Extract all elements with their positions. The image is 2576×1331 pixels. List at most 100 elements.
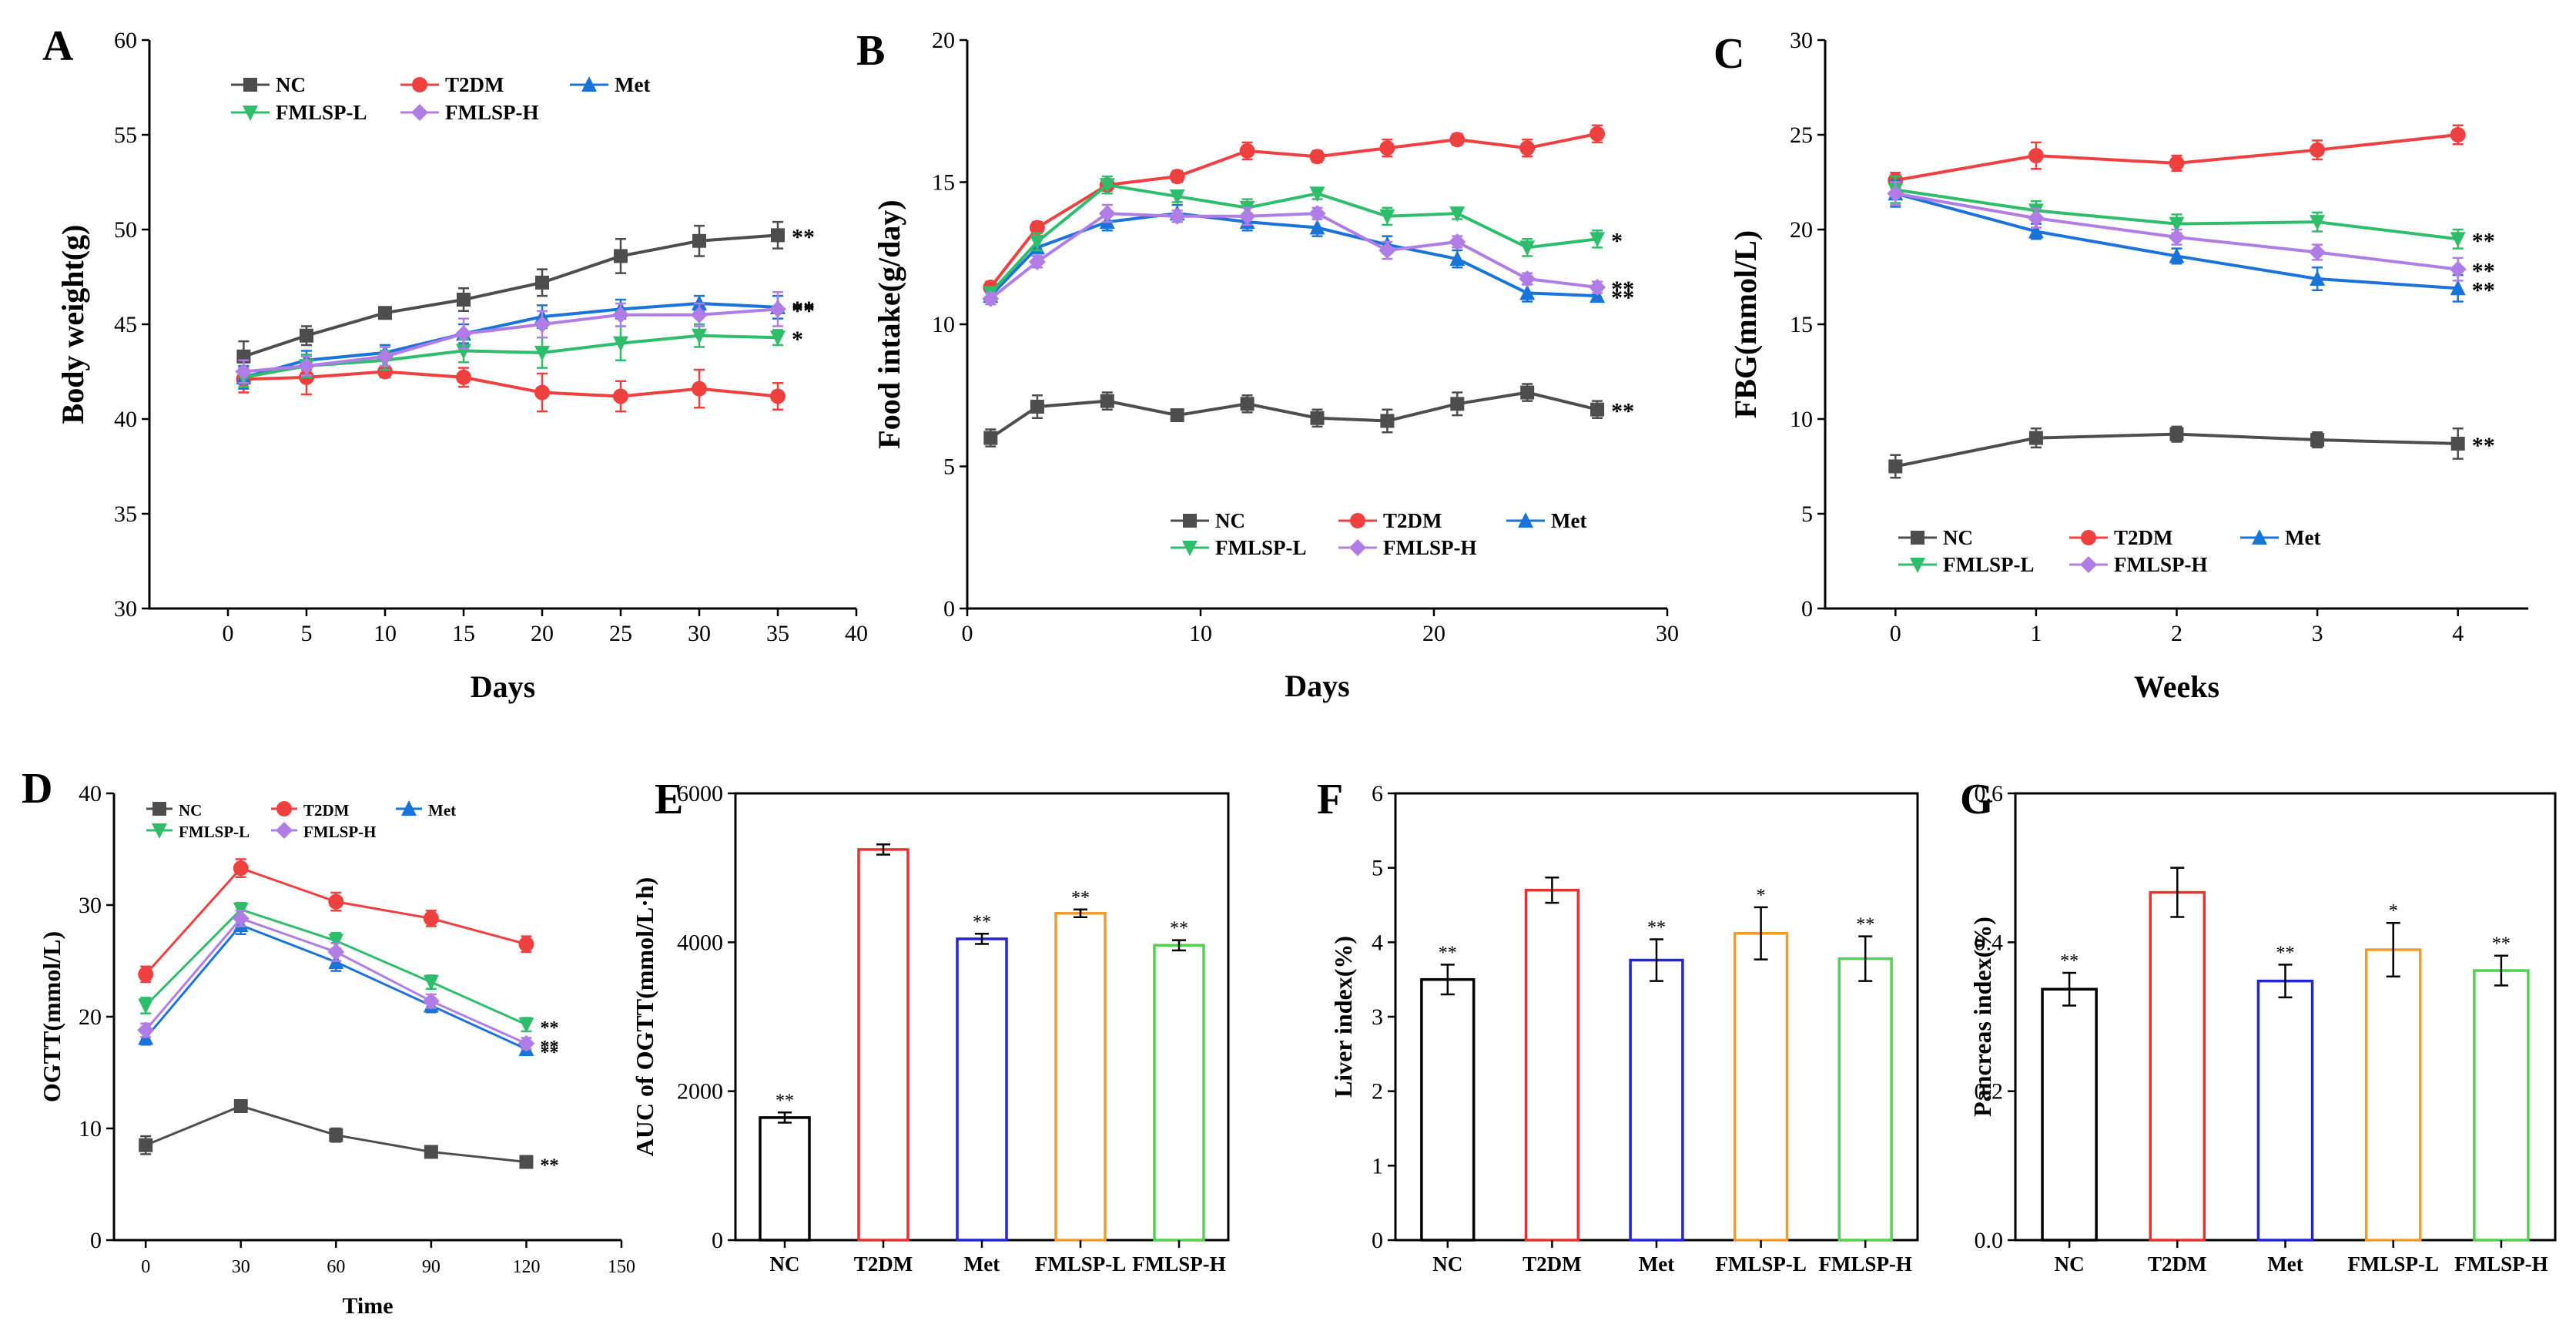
- point-t2dm: [233, 860, 249, 877]
- series-met: **: [983, 203, 1634, 310]
- point-fmlsp-l: [1589, 232, 1606, 248]
- x-tick-label: 35: [766, 621, 789, 646]
- legend-item-fmlsp-h: FMLSP-H: [271, 822, 377, 841]
- point-fmlsp-l: [1449, 206, 1466, 223]
- error-bar: [1172, 939, 1186, 952]
- point-t2dm: [1309, 149, 1325, 165]
- y-tick-label: 15: [932, 170, 955, 196]
- point-fmlsp-h: [2027, 210, 2045, 227]
- chart-d: 0 10 20 30 40 0 30 60 90 120 150 Time OGTT(mmol/L) D *…: [22, 765, 635, 1319]
- point-t2dm: [1519, 140, 1536, 156]
- legend-label: NC: [1943, 526, 1973, 549]
- point-nc: [2310, 433, 2325, 448]
- legend-item-nc: NC: [1898, 526, 1973, 549]
- significance-mark: **: [775, 1091, 794, 1111]
- point-met: [1519, 284, 1536, 300]
- series-t2dm: [138, 858, 534, 984]
- legend-marker: [1350, 513, 1365, 528]
- significance-mark: **: [2472, 259, 2495, 284]
- legend-item-t2dm: T2DM: [271, 801, 350, 820]
- x-tick-label: 60: [327, 1257, 345, 1277]
- y-tick-label: 0.0: [1975, 1228, 2004, 1253]
- y-tick-label: 5: [1372, 856, 1383, 881]
- significance-mark: **: [540, 1018, 558, 1038]
- x-tick-label: 30: [232, 1257, 250, 1277]
- x-tick-label: 20: [1422, 621, 1445, 646]
- point-t2dm: [377, 364, 393, 380]
- point-fmlsp-h: [2168, 228, 2186, 246]
- y-axis-label: OGTT(mmol/L): [38, 931, 65, 1102]
- significance-mark: **: [2060, 951, 2079, 971]
- chart-g: 0.0 0.2 0.4 0.6 Pancreas index(%) G NC ** T2DM Me…: [1960, 776, 2557, 1276]
- legend-label: FMLSP-L: [1943, 553, 2035, 576]
- y-tick-label: 0: [1801, 596, 1813, 622]
- significance-mark: *: [1757, 886, 1766, 906]
- significance-mark: *: [792, 327, 803, 352]
- y-tick-label: 0.6: [1975, 781, 2004, 806]
- point-fmlsp-l: [1309, 186, 1325, 203]
- bar-group-fmlsp-l: FMLSP-L *: [1715, 886, 1807, 1276]
- y-tick-label: 10: [79, 1116, 102, 1142]
- legend-item-t2dm: T2DM: [1338, 509, 1442, 532]
- y-tick-label: 0: [943, 596, 955, 622]
- point-nc: [1030, 400, 1044, 414]
- legend-label: FMLSP-L: [276, 101, 367, 124]
- point-nc: [1170, 408, 1184, 423]
- point-nc: [535, 275, 549, 290]
- bar-group-fmlsp-h: FMLSP-H **: [1132, 919, 1226, 1276]
- line-t2dm: [243, 370, 779, 398]
- legend-item-t2dm: T2DM: [400, 73, 504, 96]
- category-label: T2DM: [1522, 1252, 1582, 1276]
- series-nc: **: [983, 383, 1634, 448]
- legend-marker: [411, 104, 428, 121]
- point-fmlsp-h: [455, 325, 472, 343]
- y-tick-label: 50: [114, 217, 137, 243]
- point-nc: [2028, 431, 2043, 445]
- point-fmlsp-l: [1519, 240, 1536, 256]
- legend-item-fmlsp-l: FMLSP-L: [146, 823, 250, 841]
- point-nc: [378, 306, 392, 320]
- category-label: FMLSP-H: [2454, 1252, 2548, 1276]
- significance-mark: **: [973, 912, 991, 932]
- x-tick-label: 25: [609, 621, 632, 646]
- category-label: NC: [770, 1252, 800, 1276]
- bar-group-t2dm: T2DM: [2148, 867, 2207, 1276]
- point-fmlsp-l: [456, 344, 471, 360]
- point-fmlsp-l: [2169, 216, 2185, 233]
- y-tick-label: 25: [1790, 122, 1813, 148]
- y-tick-label: 20: [932, 28, 955, 53]
- error-bar: [2494, 954, 2508, 987]
- y-tick-label: 0.4: [1975, 930, 2004, 955]
- error-bar: [2062, 971, 2077, 1007]
- point-fmlsp-h: [1098, 205, 1116, 223]
- bar-met: [2256, 979, 2314, 1242]
- significance-mark: **: [1170, 919, 1188, 939]
- error-bar: [2170, 867, 2185, 918]
- point-nc: [1450, 397, 1465, 411]
- x-tick-label: 30: [1656, 621, 1679, 646]
- y-axis-label: Body weight(g): [55, 225, 90, 424]
- point-t2dm: [613, 388, 628, 404]
- bar-nc: [2041, 987, 2098, 1242]
- point-t2dm: [534, 384, 550, 401]
- legend-item-fmlsp-h: FMLSP-H: [2069, 553, 2208, 576]
- point-t2dm: [2169, 155, 2185, 171]
- series-met: **: [138, 915, 558, 1063]
- y-tick-label: 20: [1790, 217, 1813, 243]
- point-fmlsp-h: [1519, 270, 1536, 287]
- x-tick-label: 5: [301, 621, 313, 646]
- point-nc: [233, 1099, 248, 1113]
- bar-group-met: Met **: [1629, 917, 1684, 1276]
- point-fmlsp-l: [2310, 215, 2326, 231]
- legend-item-nc: NC: [231, 73, 306, 96]
- point-met: [1449, 250, 1466, 267]
- legend-label: Met: [615, 73, 650, 96]
- point-t2dm: [328, 893, 344, 910]
- legend-marker: [581, 76, 597, 92]
- y-tick-label: 5: [1801, 501, 1813, 527]
- point-fmlsp-h: [137, 1021, 155, 1039]
- point-fmlsp-h: [1028, 253, 1046, 270]
- legend: NC T2DM Met FMLSP-L FMLSP-H: [1898, 526, 2320, 576]
- bar-group-fmlsp-h: FMLSP-H **: [1818, 915, 1912, 1276]
